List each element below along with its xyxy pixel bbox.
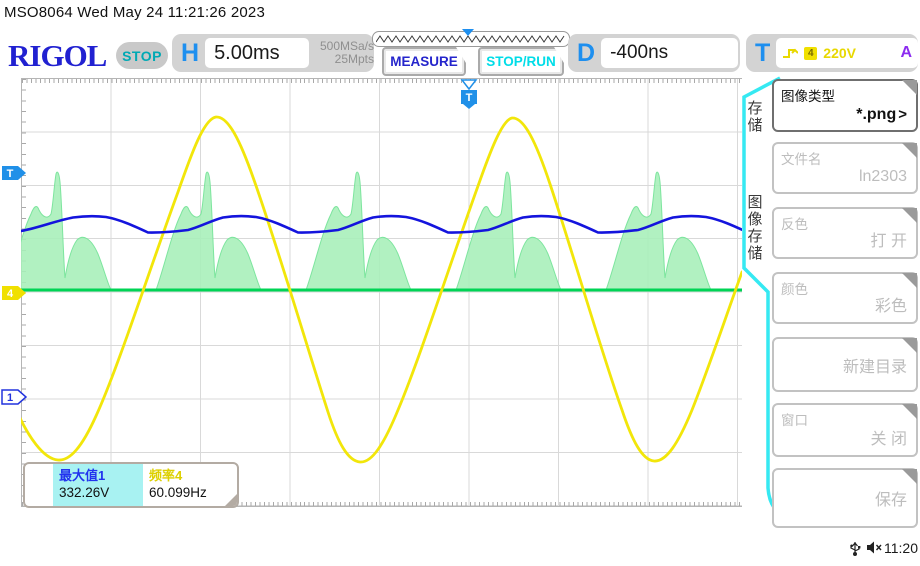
- measurement-name: 最大值1: [59, 468, 106, 483]
- delay-settings[interactable]: D -400ns: [568, 34, 740, 72]
- trigger-source-badge: 4: [804, 46, 818, 60]
- tab-storage[interactable]: 存储: [747, 100, 764, 134]
- trigger-settings[interactable]: T 4 220V A: [746, 34, 918, 72]
- save-image-menu-panel: 存储 图像存储 图像类型 *.png > 文件名 ln2303 反色 打 开 颜色…: [742, 76, 920, 536]
- menu-label: 图像类型: [781, 89, 835, 104]
- memory-waveform-icon: [376, 35, 565, 43]
- menu-value: 新建目录: [842, 358, 907, 376]
- menu-button-image-type[interactable]: 图像类型 *.png >: [772, 79, 918, 132]
- trigger-level-value: 220V: [823, 45, 856, 61]
- tab-image-storage[interactable]: 图像存储: [747, 194, 764, 262]
- measurement-item-max-ch1[interactable]: 最大值1 332.26V: [53, 464, 143, 506]
- menu-value: 保存: [874, 492, 907, 509]
- window-title: MSO8064 Wed May 24 11:21:26 2023: [4, 4, 266, 21]
- measurement-value: 60.099Hz: [149, 485, 207, 500]
- menu-label: 反色: [781, 217, 808, 232]
- horizontal-settings[interactable]: H 5.00ms 500MSa/s 25Mpts: [172, 34, 374, 72]
- stop-run-button[interactable]: STOP/RUN: [478, 47, 564, 76]
- horizontal-label: H: [181, 38, 200, 67]
- svg-text:T: T: [7, 168, 14, 180]
- trigger-mode: A: [900, 44, 912, 61]
- menu-button-new-directory[interactable]: 新建目录: [772, 337, 918, 392]
- menu-label: 窗口: [781, 413, 808, 428]
- measurement-box[interactable]: 最大值1 332.26V 频率4 60.099Hz: [23, 462, 239, 508]
- menu-label: 文件名: [781, 152, 822, 167]
- delay-value: -400ns: [601, 38, 739, 68]
- memory-position-pointer[interactable]: [462, 29, 474, 36]
- trigger-info-box: 4 220V A: [776, 38, 918, 68]
- measurement-item-freq-ch4[interactable]: 频率4 60.099Hz: [143, 464, 213, 506]
- menu-value: *.png >: [856, 106, 907, 123]
- menu-button-save[interactable]: 保存: [772, 468, 918, 528]
- menu-value: 打 开: [870, 233, 907, 250]
- chevron-right-icon: >: [898, 106, 907, 123]
- trigger-label: T: [755, 38, 771, 67]
- clock: 11:20: [884, 540, 918, 556]
- memory-depth: 25Mpts: [334, 52, 374, 66]
- svg-text:4: 4: [7, 288, 14, 300]
- menu-button-window[interactable]: 窗口 关 闭: [772, 403, 918, 457]
- delay-label: D: [577, 38, 596, 67]
- menu-button-invert[interactable]: 反色 打 开: [772, 207, 918, 259]
- menu-value: ln2303: [858, 168, 907, 185]
- svg-text:1: 1: [7, 392, 13, 404]
- menu-button-color[interactable]: 颜色 彩色: [772, 272, 918, 324]
- bottom-tick-marks: [22, 502, 917, 506]
- measure-button[interactable]: MEASURE: [382, 47, 466, 76]
- sample-rate: 500MSa/s 25Mpts: [319, 39, 374, 66]
- left-tick-marks: [22, 79, 26, 506]
- menu-label: 颜色: [781, 282, 808, 297]
- rigol-logo: RIGOL: [8, 38, 107, 73]
- menu-value: 关 闭: [870, 431, 907, 448]
- speaker-muted-icon: [867, 541, 882, 554]
- measurement-name: 频率4: [149, 468, 183, 483]
- rising-edge-icon: [783, 48, 799, 58]
- menu-button-file-name[interactable]: 文件名 ln2303: [772, 142, 918, 194]
- timebase-value: 5.00ms: [205, 38, 309, 68]
- menu-value: 彩色: [874, 298, 907, 315]
- channel-status-bar: 1 100V -200V 2 10.0V -20.8V 3 2.00A 0.00…: [0, 510, 742, 566]
- measurement-value: 332.26V: [59, 485, 110, 500]
- usb-icon: [850, 542, 861, 556]
- run-state-badge: STOP: [116, 42, 168, 69]
